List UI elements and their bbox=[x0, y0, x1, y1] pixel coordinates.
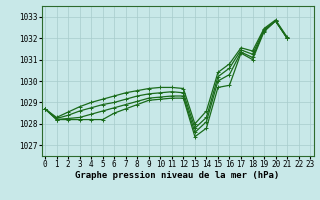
X-axis label: Graphe pression niveau de la mer (hPa): Graphe pression niveau de la mer (hPa) bbox=[76, 171, 280, 180]
